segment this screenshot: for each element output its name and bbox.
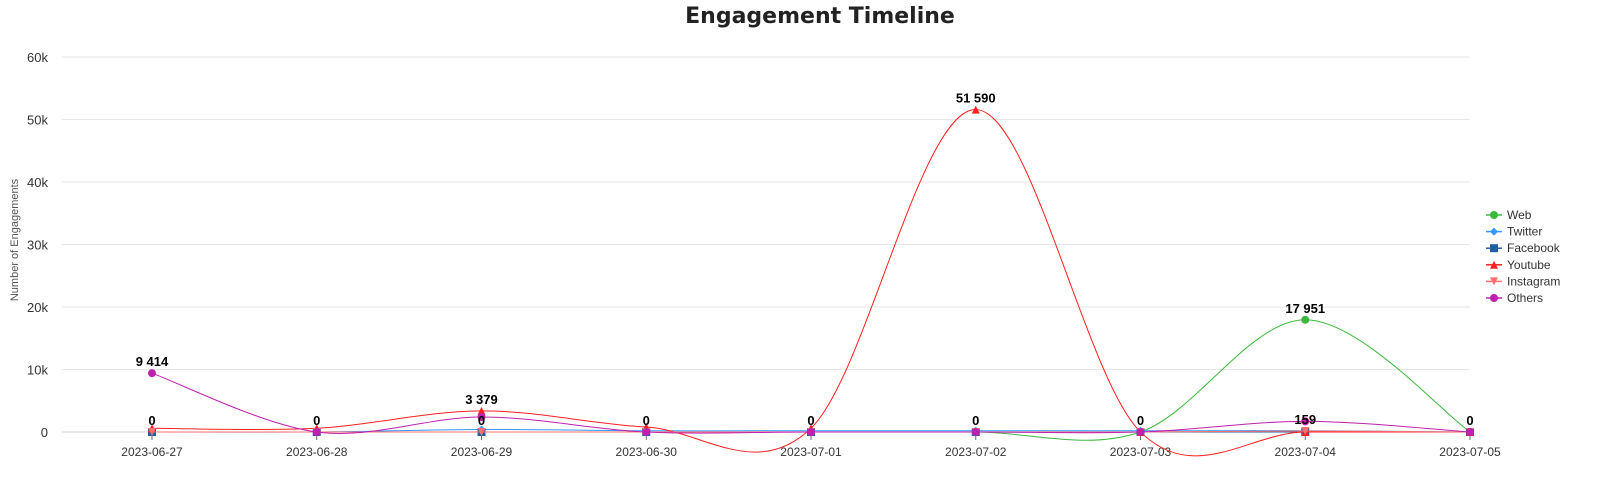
legend-label: Instagram xyxy=(1507,274,1560,288)
legend-item-others[interactable]: Others xyxy=(1486,291,1543,305)
legend-marker-icon xyxy=(1490,294,1498,302)
x-tick-label: 2023-07-02 xyxy=(945,445,1007,459)
series-youtube xyxy=(148,105,1474,457)
data-point[interactable] xyxy=(807,428,815,436)
legend-item-twitter[interactable]: Twitter xyxy=(1486,225,1542,239)
series-line xyxy=(151,109,1470,457)
data-point[interactable] xyxy=(148,369,156,378)
legend-label: Twitter xyxy=(1507,225,1542,239)
legend-marker-icon xyxy=(1490,260,1498,269)
legend-item-facebook[interactable]: Facebook xyxy=(1486,241,1561,255)
y-tick-label: 50k xyxy=(27,113,48,128)
data-label: 0 xyxy=(1137,413,1144,428)
data-label: 159 xyxy=(1294,412,1316,427)
y-tick-label: 0 xyxy=(41,425,48,440)
data-point[interactable] xyxy=(477,428,486,436)
y-tick-label: 30k xyxy=(27,238,48,253)
data-point[interactable] xyxy=(1301,315,1310,324)
legend-marker-icon xyxy=(1490,211,1498,219)
x-tick-label: 2023-07-04 xyxy=(1275,445,1337,459)
legend-marker-icon xyxy=(1490,227,1498,236)
data-label: 0 xyxy=(972,413,979,428)
data-label: 0 xyxy=(643,413,650,428)
y-tick-label: 60k xyxy=(27,50,48,65)
data-label: 0 xyxy=(148,413,155,428)
data-point[interactable] xyxy=(148,428,156,436)
data-point[interactable] xyxy=(971,428,980,436)
y-tick-label: 20k xyxy=(27,300,48,315)
data-label: 0 xyxy=(807,413,814,428)
data-point[interactable] xyxy=(1466,428,1474,436)
data-point[interactable] xyxy=(971,105,980,114)
legend-label: Web xyxy=(1507,208,1532,222)
data-label: 0 xyxy=(478,413,485,428)
x-tick-label: 2023-06-27 xyxy=(121,445,183,459)
x-tick-label: 2023-07-01 xyxy=(780,445,842,459)
data-point[interactable] xyxy=(1301,417,1310,426)
data-point[interactable] xyxy=(642,428,651,436)
y-axis-label: Number of Engagements xyxy=(9,178,21,301)
y-tick-label: 40k xyxy=(27,175,48,190)
data-point[interactable] xyxy=(1301,427,1310,436)
x-tick-label: 2023-06-30 xyxy=(616,445,678,459)
data-point[interactable] xyxy=(312,428,321,436)
data-point[interactable] xyxy=(477,406,486,415)
data-label: 0 xyxy=(1466,413,1473,428)
chart-title: Engagement Timeline xyxy=(685,4,955,29)
data-label: 3 379 xyxy=(465,392,498,407)
legend-label: Facebook xyxy=(1507,241,1561,255)
legend-item-web[interactable]: Web xyxy=(1486,208,1532,222)
data-label: 51 590 xyxy=(956,91,996,106)
y-tick-label: 10k xyxy=(27,363,48,378)
series-others xyxy=(148,369,1474,436)
legend-marker-icon xyxy=(1490,244,1498,253)
legend-marker-icon xyxy=(1490,277,1498,286)
x-tick-label: 2023-07-03 xyxy=(1110,445,1172,459)
legend-item-instagram[interactable]: Instagram xyxy=(1486,274,1560,288)
data-point[interactable] xyxy=(477,413,486,421)
legend-label: Youtube xyxy=(1507,258,1551,272)
x-tick-label: 2023-06-28 xyxy=(286,445,348,459)
legend-label: Others xyxy=(1507,291,1543,305)
x-tick-label: 2023-07-05 xyxy=(1439,445,1501,459)
data-label: 9 414 xyxy=(136,354,169,369)
data-point[interactable] xyxy=(1136,428,1145,436)
data-label: 0 xyxy=(313,413,320,428)
x-tick-label: 2023-06-29 xyxy=(451,445,513,459)
legend-item-youtube[interactable]: Youtube xyxy=(1486,258,1551,272)
data-label: 17 951 xyxy=(1285,301,1325,316)
